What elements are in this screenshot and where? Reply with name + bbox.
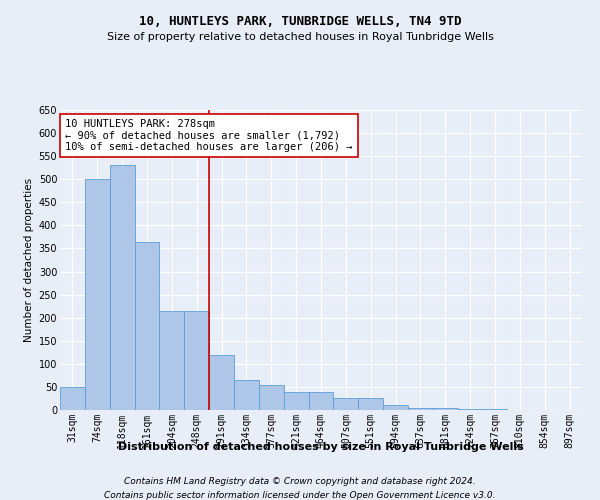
Bar xyxy=(85,179,110,410)
Bar xyxy=(259,384,284,410)
Bar xyxy=(110,166,134,410)
Bar xyxy=(209,354,234,410)
Bar xyxy=(308,392,334,410)
Y-axis label: Number of detached properties: Number of detached properties xyxy=(25,178,34,342)
Bar xyxy=(458,409,482,410)
Bar xyxy=(234,380,259,410)
Bar xyxy=(160,311,184,410)
Bar xyxy=(358,398,383,410)
Bar xyxy=(334,398,358,410)
Text: 10 HUNTLEYS PARK: 278sqm
← 90% of detached houses are smaller (1,792)
10% of sem: 10 HUNTLEYS PARK: 278sqm ← 90% of detach… xyxy=(65,119,353,152)
Bar xyxy=(383,406,408,410)
Bar xyxy=(408,408,433,410)
Bar xyxy=(284,392,308,410)
Bar xyxy=(184,311,209,410)
Text: Contains HM Land Registry data © Crown copyright and database right 2024.: Contains HM Land Registry data © Crown c… xyxy=(124,478,476,486)
Text: 10, HUNTLEYS PARK, TUNBRIDGE WELLS, TN4 9TD: 10, HUNTLEYS PARK, TUNBRIDGE WELLS, TN4 … xyxy=(139,15,461,28)
Text: Distribution of detached houses by size in Royal Tunbridge Wells: Distribution of detached houses by size … xyxy=(118,442,524,452)
Bar xyxy=(433,408,458,410)
Bar xyxy=(134,242,160,410)
Text: Size of property relative to detached houses in Royal Tunbridge Wells: Size of property relative to detached ho… xyxy=(107,32,493,42)
Bar xyxy=(60,387,85,410)
Bar xyxy=(482,409,508,410)
Text: Contains public sector information licensed under the Open Government Licence v3: Contains public sector information licen… xyxy=(104,491,496,500)
